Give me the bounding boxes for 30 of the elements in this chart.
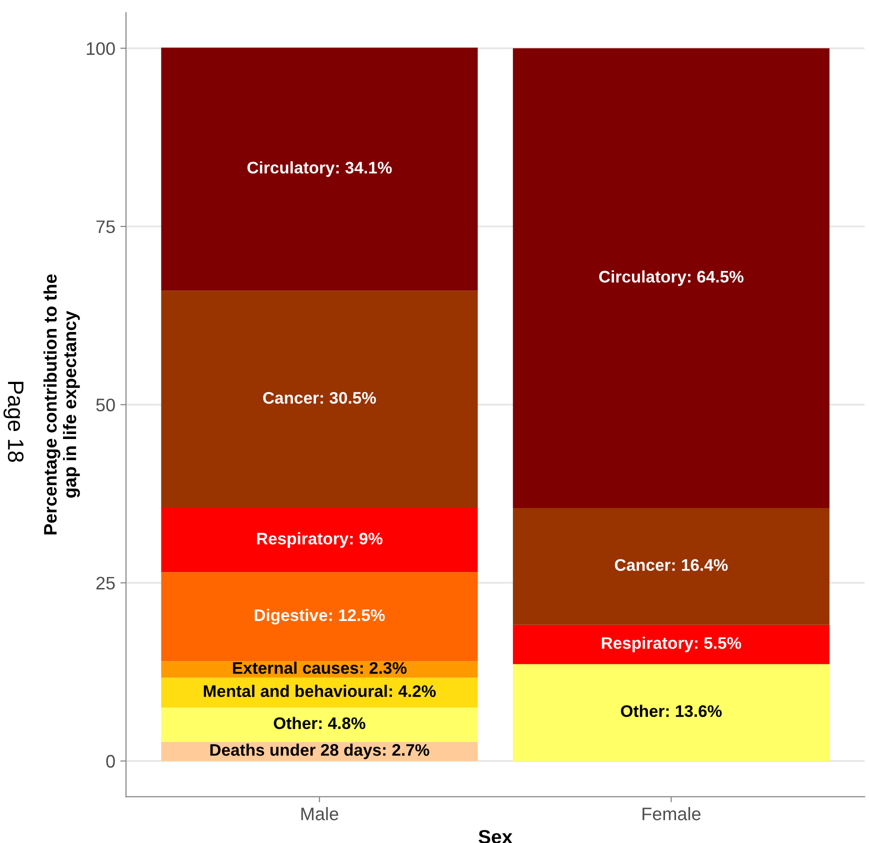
bar: [161, 572, 478, 662]
y-tick-label: 25: [96, 576, 115, 590]
bar: [161, 290, 478, 508]
bar: [161, 48, 478, 291]
bar: [512, 508, 830, 625]
data-label: Respiratory: 5.5%: [602, 636, 742, 652]
bar: [512, 624, 830, 664]
data-label: Circulatory: 64.5%: [599, 270, 744, 286]
bar: [161, 508, 478, 572]
data-label: Circulatory: 34.1%: [247, 161, 392, 177]
data-label: Respiratory: 9%: [257, 532, 382, 548]
bar: [512, 664, 830, 761]
data-label: Digestive: 12.5%: [254, 608, 385, 624]
bar: [512, 48, 830, 508]
y-tick-label: 50: [96, 398, 115, 412]
data-label: Other: 4.8%: [274, 716, 366, 730]
data-label: Deaths under 28 days: 2.7%: [210, 744, 430, 760]
data-label: Cancer: 16.4%: [614, 559, 728, 571]
data-label: Cancer: 30.5%: [263, 392, 376, 404]
y-tick-label: 75: [96, 220, 115, 234]
y-tick-label: 100: [86, 42, 115, 55]
data-label: Other: 13.6%: [620, 704, 722, 718]
y-axis-title: Percentage contribution to the gap in life expectancy: [43, 274, 80, 534]
data-label: Mental and behavioural: 4.2%: [204, 684, 436, 698]
x-tick-label: Female: [642, 807, 700, 820]
text: Page 18: [3, 382, 24, 462]
data-label: External causes: 2.3%: [233, 662, 407, 674]
x-tick-label: Male: [301, 807, 338, 820]
y-tick-label: 0: [106, 754, 115, 768]
bar: [161, 708, 478, 742]
